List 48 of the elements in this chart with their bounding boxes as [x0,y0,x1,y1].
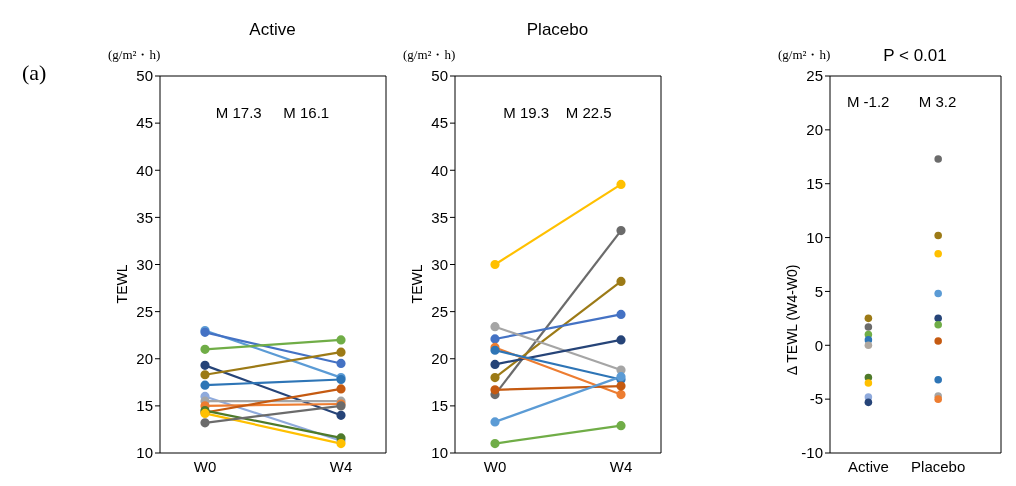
y-tick-label: 5 [814,282,823,300]
y-tick-label: 15 [431,397,448,415]
y-tick-label: 30 [431,255,448,273]
annotation: M 3.2 [917,93,958,110]
y-tick-label: -10 [801,444,823,462]
chart-title: Placebo [525,20,590,40]
y-tick-label: 15 [136,397,153,415]
y-tick-label: 10 [806,228,823,246]
x-tick-label: W0 [483,457,507,475]
y-tick-label: 40 [136,161,153,179]
y-tick-label: -5 [809,390,823,408]
y-axis-title: TEWL [408,264,425,304]
y-tick-label: 45 [136,114,153,132]
y-tick-label: 20 [136,350,153,368]
y-tick-label: 15 [806,175,823,193]
y-tick-label: 25 [806,67,823,85]
x-tick-label: W0 [193,457,217,475]
y-tick-label: 25 [431,302,448,320]
y-tick-label: 50 [431,67,448,85]
text: (g/m²・h) [403,46,456,64]
y-tick-label: 10 [136,444,153,462]
y-tick-label: 25 [136,302,153,320]
annotation: M 22.5 [564,103,613,121]
y-tick-label: 40 [431,161,448,179]
y-tick-label: 20 [806,121,823,139]
y-tick-label: 35 [431,208,448,226]
y-tick-label: 0 [814,336,823,354]
y-axis-title: TEWL [113,264,130,304]
y-tick-label: 50 [136,67,153,85]
annotation: M 17.3 [214,103,263,121]
x-tick-label: Active [847,457,889,475]
annotation: M 16.1 [282,103,331,121]
x-tick-label: Placebo [911,457,966,475]
x-tick-label: W4 [329,457,353,475]
x-tick-label: W4 [609,457,633,475]
y-axis-title: Δ TEWL (W4-W0) [783,264,800,376]
annotation: M -1.2 [845,93,891,110]
text: (g/m²・h) [778,46,831,64]
y-tick-label: 20 [431,350,448,368]
y-tick-label: 35 [136,208,153,226]
annotation: M 19.3 [502,103,551,121]
chart-title: Active [248,20,297,40]
y-tick-label: 10 [431,444,448,462]
chart-title: P < 0.01 [882,46,948,66]
y-tick-label: 45 [431,114,448,132]
text: (g/m²・h) [108,46,161,64]
text: (a) [22,60,47,86]
y-tick-label: 30 [136,255,153,273]
